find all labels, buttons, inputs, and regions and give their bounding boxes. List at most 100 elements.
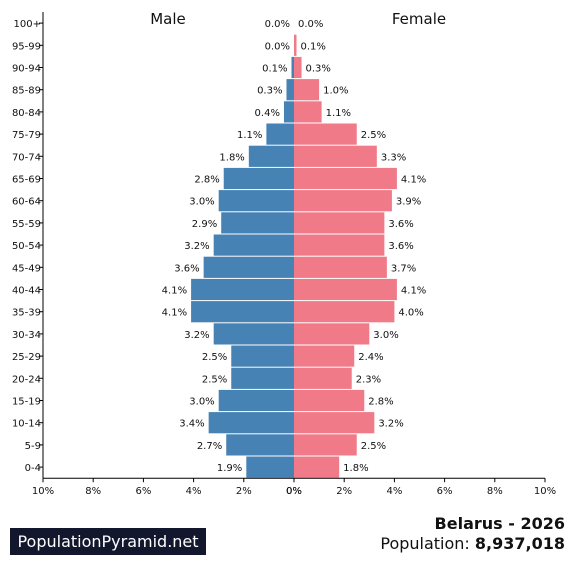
- male-bar: [246, 456, 294, 478]
- male-bar: [248, 145, 294, 167]
- male-header: Male: [150, 10, 186, 28]
- x-tick-label: 10%: [534, 486, 556, 497]
- female-bar: [294, 256, 387, 278]
- female-value-label: 2.8%: [368, 397, 393, 408]
- male-value-label: 1.1%: [237, 130, 262, 141]
- female-bar: [294, 212, 385, 234]
- male-value-label: 4.1%: [162, 308, 187, 319]
- male-bar: [213, 234, 294, 256]
- male-value-label: 3.0%: [189, 197, 214, 208]
- male-value-label: 3.4%: [179, 419, 204, 430]
- male-value-label: 1.8%: [219, 152, 244, 163]
- male-bar: [291, 56, 294, 79]
- female-value-label: 0.3%: [306, 64, 331, 75]
- y-tick-label: 100+: [14, 19, 41, 30]
- x-tick-label: 0%: [286, 486, 302, 497]
- male-bar: [223, 167, 294, 190]
- male-value-label: 3.6%: [174, 263, 199, 274]
- population-label: Population:: [380, 534, 470, 553]
- y-tick-label: 10-14: [12, 419, 41, 430]
- x-tick-label: 0%: [286, 486, 302, 497]
- male-value-label: 2.5%: [202, 374, 227, 385]
- female-value-label: 2.3%: [356, 374, 381, 385]
- population-line: Population: 8,937,018: [380, 534, 565, 553]
- female-value-label: 2.5%: [361, 130, 386, 141]
- x-tick-label: 8%: [487, 486, 503, 497]
- y-tick-label: 45-49: [12, 263, 41, 274]
- female-value-label: 4.1%: [401, 286, 426, 297]
- male-value-label: 2.7%: [197, 441, 222, 452]
- male-value-label: 0.1%: [262, 64, 287, 75]
- female-bar: [294, 101, 322, 123]
- y-tick-label: 80-84: [12, 108, 41, 119]
- x-tick-label: 4%: [386, 486, 402, 497]
- female-value-label: 3.6%: [388, 219, 413, 230]
- male-bar: [218, 190, 294, 212]
- female-value-label: 4.1%: [401, 175, 426, 186]
- female-value-label: 4.0%: [398, 308, 423, 319]
- female-value-label: 3.6%: [388, 241, 413, 252]
- y-tick-label: 85-89: [12, 86, 41, 97]
- male-bar: [231, 367, 294, 389]
- female-value-label: 2.4%: [358, 352, 383, 363]
- male-value-label: 3.0%: [189, 397, 214, 408]
- x-tick-label: 6%: [135, 486, 151, 497]
- male-bar: [283, 101, 294, 123]
- y-tick-label: 50-54: [12, 241, 41, 252]
- male-bar: [213, 323, 294, 345]
- female-value-label: 1.8%: [343, 463, 368, 474]
- population-pyramid-chart: Male Female 0.0% 0.0% 0.0% 0.1% 0.1% 0.3% 0.3%…: [12, 10, 556, 497]
- male-bar: [286, 79, 294, 101]
- female-header: Female: [392, 10, 446, 28]
- male-bar: [231, 345, 294, 367]
- x-tick-label: 2%: [236, 486, 252, 497]
- female-bar: [294, 278, 397, 301]
- female-value-label: 0.1%: [301, 41, 326, 52]
- x-tick-label: 4%: [186, 486, 202, 497]
- y-tick-label: 40-44: [12, 286, 41, 297]
- female-bar: [294, 145, 377, 167]
- male-bar: [218, 389, 294, 412]
- female-bar: [294, 412, 375, 434]
- x-tick-label: 10%: [32, 486, 54, 497]
- female-value-label: 1.0%: [323, 86, 348, 97]
- y-tick-label: 25-29: [12, 352, 41, 363]
- female-bar: [294, 123, 357, 145]
- female-value-label: 2.5%: [361, 441, 386, 452]
- y-tick-label: 0-4: [25, 463, 41, 474]
- female-bar: [294, 345, 355, 367]
- male-bar: [191, 278, 294, 301]
- y-tick-label: 60-64: [12, 197, 41, 208]
- y-tick-label: 75-79: [12, 130, 41, 141]
- y-tick-label: 95-99: [12, 41, 41, 52]
- brand-logo[interactable]: PopulationPyramid.net: [10, 528, 206, 555]
- female-value-label: 3.2%: [378, 419, 403, 430]
- female-bar: [294, 34, 297, 56]
- y-tick-label: 35-39: [12, 308, 41, 319]
- male-value-label: 0.0%: [265, 19, 290, 30]
- female-value-label: 3.0%: [373, 330, 398, 341]
- female-bar: [294, 301, 395, 323]
- y-tick-label: 5-9: [25, 441, 41, 452]
- x-tick-label: 6%: [437, 486, 453, 497]
- female-value-label: 3.3%: [381, 152, 406, 163]
- female-bar: [294, 456, 340, 478]
- female-bar: [294, 79, 320, 101]
- male-bar: [221, 212, 294, 234]
- male-bar: [208, 412, 294, 434]
- female-value-label: 3.7%: [391, 263, 416, 274]
- female-bar: [294, 367, 352, 389]
- male-bar: [203, 256, 294, 278]
- male-value-label: 3.2%: [184, 330, 209, 341]
- female-value-label: 3.9%: [396, 197, 421, 208]
- female-bar: [294, 389, 365, 412]
- y-tick-label: 20-24: [12, 374, 41, 385]
- y-tick-label: 55-59: [12, 219, 41, 230]
- female-bar: [294, 56, 302, 79]
- male-value-label: 0.3%: [257, 86, 282, 97]
- male-value-label: 2.8%: [194, 175, 219, 186]
- y-tick-label: 30-34: [12, 330, 41, 341]
- female-bar: [294, 234, 385, 256]
- male-bar: [266, 123, 294, 145]
- male-value-label: 3.2%: [184, 241, 209, 252]
